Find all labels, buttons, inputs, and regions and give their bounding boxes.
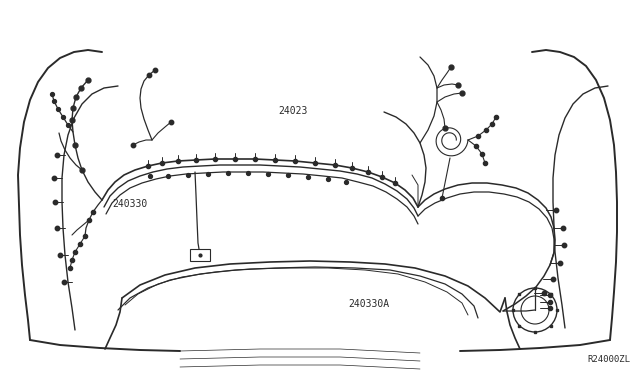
Text: 240330: 240330 (112, 199, 147, 209)
Text: 240330A: 240330A (349, 299, 390, 310)
Text: R24000ZL: R24000ZL (588, 355, 630, 364)
Text: 24023: 24023 (278, 106, 308, 116)
Bar (190, 249, 210, 261)
